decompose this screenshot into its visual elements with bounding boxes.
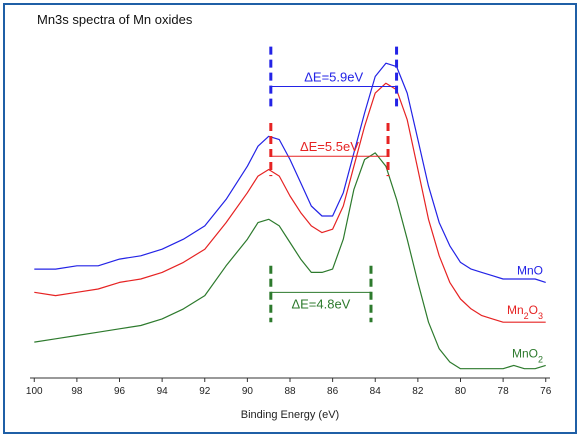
x-tick-label: 90 [242,386,254,397]
delta-label-1: ΔE=5.9eV [304,69,363,84]
series-label-mno2: MnO2 [512,346,543,364]
plot-area: 100 98 96 94 92 90 88 86 84 82 80 78 76 MnO Mn2O3 MnO2 Δ… [26,46,552,397]
x-tick-label: 82 [412,386,424,397]
x-tick-label: 78 [498,386,510,397]
x-tick-label: 98 [71,386,83,397]
series-line-mno [34,62,546,283]
x-tick-label: 84 [370,386,382,397]
chart-frame [3,3,577,434]
chart-title: Mn3s spectra of Mn oxides [37,12,193,27]
x-tick-label: 86 [327,386,339,397]
delta-label-3: ΔE=4.8eV [291,296,350,311]
x-tick-label: 80 [455,386,467,397]
series-line-mn2o3 [34,82,546,323]
x-tick-label: 92 [199,386,211,397]
x-tick-label: 100 [26,386,43,397]
x-axis-title: Binding Energy (eV) [241,409,339,421]
series-label-mno: MnO [517,263,543,277]
x-tick-label: 88 [284,386,296,397]
x-tick-label: 76 [540,386,552,397]
x-tick-label: 94 [157,386,169,397]
series-label-mn2o3: Mn2O3 [507,303,543,321]
x-tick-label: 96 [114,386,126,397]
series-line-mno2 [34,152,546,370]
delta-label-2: ΔE=5.5eV [300,139,359,154]
